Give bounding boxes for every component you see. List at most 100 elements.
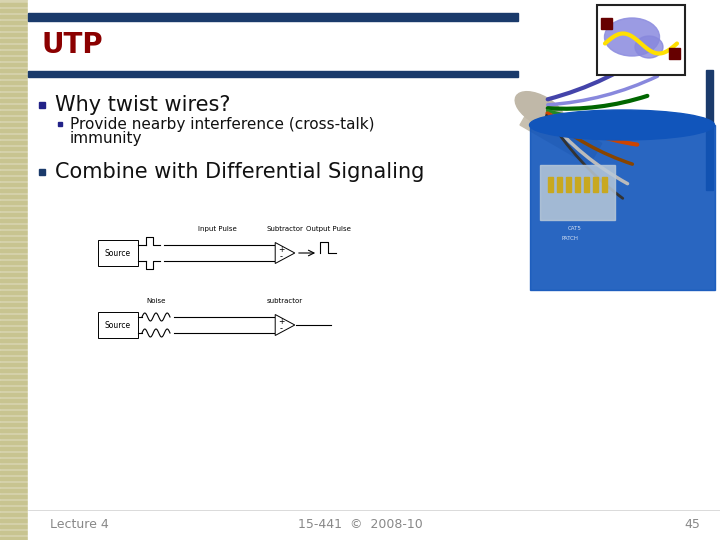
Text: Why twist wires?: Why twist wires? bbox=[55, 95, 230, 115]
Text: +: + bbox=[279, 245, 284, 254]
Bar bbox=[0, 9, 28, 12]
Bar bbox=[0, 315, 28, 318]
Bar bbox=[0, 405, 28, 408]
Bar bbox=[0, 255, 28, 258]
Bar bbox=[0, 219, 28, 222]
Bar bbox=[98, 240, 138, 266]
Ellipse shape bbox=[605, 18, 660, 56]
Bar bbox=[0, 465, 28, 468]
Bar bbox=[0, 531, 28, 534]
Bar bbox=[0, 21, 28, 24]
Text: Combine with Differential Signaling: Combine with Differential Signaling bbox=[55, 162, 424, 182]
Bar bbox=[0, 387, 28, 390]
Bar bbox=[0, 273, 28, 276]
Bar bbox=[602, 177, 607, 192]
Bar bbox=[0, 303, 28, 306]
Text: Source: Source bbox=[105, 321, 131, 329]
Bar bbox=[0, 213, 28, 216]
Bar bbox=[0, 447, 28, 450]
Bar bbox=[584, 177, 589, 192]
Bar bbox=[0, 3, 28, 6]
Bar bbox=[0, 363, 28, 366]
Bar bbox=[0, 309, 28, 312]
Text: Input Pulse: Input Pulse bbox=[197, 226, 236, 232]
Bar bbox=[566, 177, 571, 192]
Bar bbox=[0, 537, 28, 540]
Bar bbox=[0, 375, 28, 378]
Bar bbox=[28, 13, 518, 21]
Bar bbox=[0, 117, 28, 120]
Bar bbox=[0, 459, 28, 462]
Text: 15-441  ©  2008-10: 15-441 © 2008-10 bbox=[297, 517, 423, 530]
Bar bbox=[0, 201, 28, 204]
Bar bbox=[706, 70, 713, 190]
Text: CAT5: CAT5 bbox=[568, 226, 582, 231]
Bar bbox=[0, 345, 28, 348]
Bar bbox=[0, 333, 28, 336]
Bar bbox=[0, 177, 28, 180]
Text: -: - bbox=[280, 252, 283, 261]
Bar bbox=[0, 399, 28, 402]
Bar bbox=[0, 93, 28, 96]
Text: Noise: Noise bbox=[146, 298, 166, 304]
Bar bbox=[530, 125, 715, 290]
Bar bbox=[0, 297, 28, 300]
Text: immunity: immunity bbox=[70, 131, 143, 145]
Bar bbox=[0, 327, 28, 330]
Bar bbox=[0, 507, 28, 510]
Bar bbox=[0, 39, 28, 42]
Bar bbox=[0, 45, 28, 48]
Bar bbox=[0, 189, 28, 192]
Bar bbox=[0, 483, 28, 486]
Bar bbox=[0, 147, 28, 150]
Bar bbox=[0, 135, 28, 138]
Bar bbox=[0, 129, 28, 132]
Bar bbox=[0, 453, 28, 456]
Bar bbox=[0, 33, 28, 36]
Bar bbox=[0, 87, 28, 90]
Text: Lecture 4: Lecture 4 bbox=[50, 517, 109, 530]
Bar bbox=[0, 417, 28, 420]
Bar bbox=[0, 519, 28, 522]
Bar bbox=[0, 471, 28, 474]
Bar bbox=[0, 165, 28, 168]
Bar bbox=[0, 249, 28, 252]
Bar bbox=[0, 285, 28, 288]
Bar bbox=[0, 237, 28, 240]
Bar bbox=[0, 513, 28, 516]
Bar bbox=[0, 501, 28, 504]
Bar bbox=[0, 75, 28, 78]
Text: subtractor: subtractor bbox=[267, 298, 303, 304]
Bar bbox=[0, 123, 28, 126]
Ellipse shape bbox=[529, 110, 714, 140]
Bar bbox=[575, 177, 580, 192]
Bar bbox=[0, 411, 28, 414]
Bar bbox=[0, 441, 28, 444]
Bar bbox=[0, 261, 28, 264]
Bar bbox=[0, 111, 28, 114]
Ellipse shape bbox=[516, 92, 564, 129]
Bar bbox=[0, 63, 28, 66]
Bar bbox=[0, 525, 28, 528]
Text: +: + bbox=[279, 316, 284, 326]
Bar bbox=[0, 141, 28, 144]
Text: Provide nearby interference (cross-talk): Provide nearby interference (cross-talk) bbox=[70, 117, 374, 132]
Bar bbox=[0, 489, 28, 492]
Polygon shape bbox=[275, 314, 294, 335]
Text: PATCH: PATCH bbox=[562, 236, 578, 241]
Bar bbox=[0, 495, 28, 498]
Text: UTP: UTP bbox=[42, 31, 104, 59]
Bar bbox=[0, 279, 28, 282]
Polygon shape bbox=[275, 242, 294, 264]
Bar bbox=[0, 0, 28, 540]
Bar bbox=[0, 15, 28, 18]
Bar bbox=[0, 105, 28, 108]
Bar bbox=[0, 381, 28, 384]
Bar bbox=[0, 159, 28, 162]
Bar bbox=[0, 51, 28, 54]
Bar bbox=[0, 57, 28, 60]
Text: Subtractor: Subtractor bbox=[266, 226, 303, 232]
Bar bbox=[0, 291, 28, 294]
Bar bbox=[0, 69, 28, 72]
Text: Output Pulse: Output Pulse bbox=[305, 226, 351, 232]
